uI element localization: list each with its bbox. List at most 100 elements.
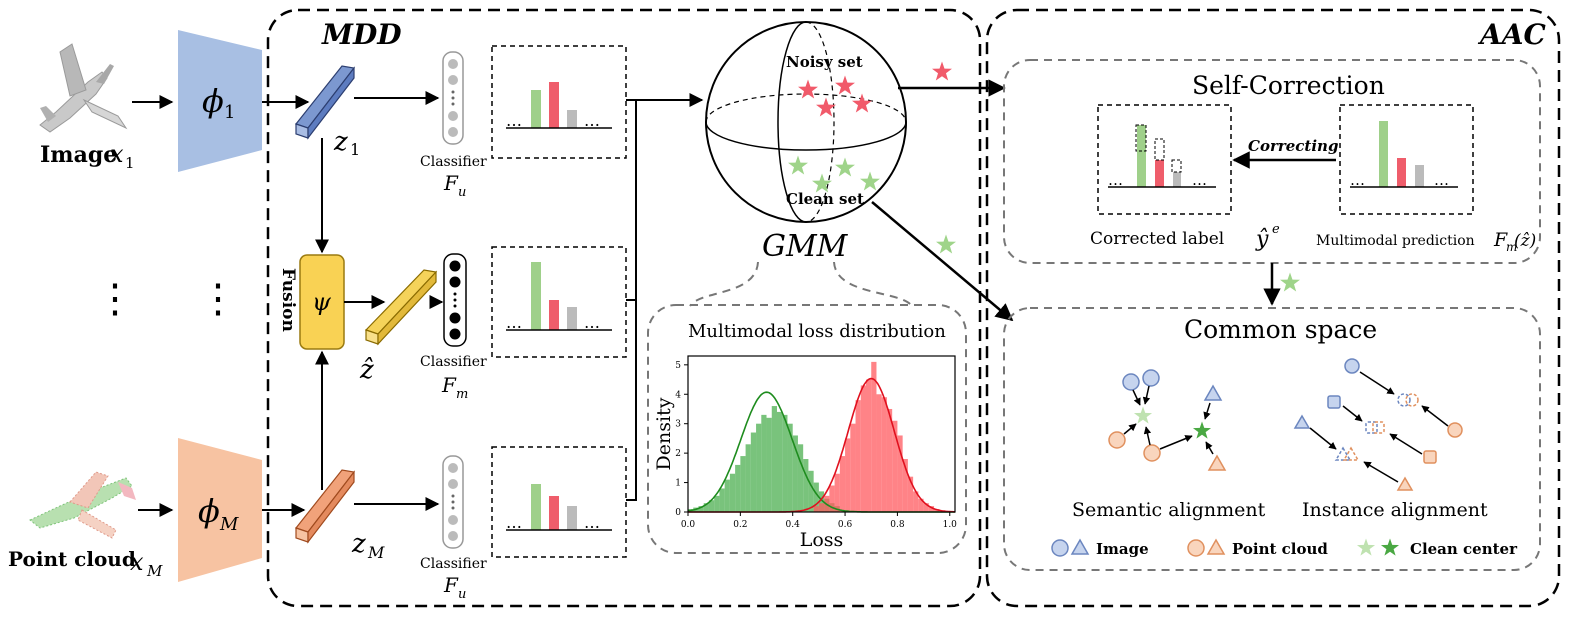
hist-bar <box>740 456 746 512</box>
zM-sub: M <box>367 543 385 562</box>
x-tick-label: 0.2 <box>733 520 747 530</box>
psi-symbol: ψ <box>312 288 332 316</box>
hist-bar <box>808 470 814 512</box>
clean-star-marker <box>1280 272 1300 292</box>
hist-bar <box>845 438 851 512</box>
loss-title: Multimodal loss distribution <box>688 321 946 342</box>
z1-sub: 1 <box>350 140 360 159</box>
bar-ellipsis-r: … <box>584 313 600 332</box>
image-label: Image <box>40 142 117 168</box>
bar-ellipsis-l: … <box>1108 171 1123 189</box>
multimodal-prediction-box: … … <box>1339 104 1474 215</box>
y-tick-label: 0 <box>675 508 681 518</box>
x-axis-label: Loss <box>800 529 844 551</box>
legend-clean-center-label: Clean center <box>1410 540 1518 558</box>
legend-pc-triangle <box>1206 538 1226 555</box>
common-space-panel <box>1003 307 1541 571</box>
x-tick-label: 0.4 <box>786 520 801 530</box>
hist-bar <box>855 400 861 512</box>
aac-title: AAC <box>1477 18 1546 51</box>
hist-bar <box>829 485 835 512</box>
dots-encoder: ⋮ <box>198 276 238 322</box>
Fu-top-symbol: F <box>443 171 459 195</box>
legend-pc-label: Point cloud <box>1232 540 1328 558</box>
point-cloud-label: Point cloud <box>8 547 136 571</box>
arrow-to-common-space <box>871 201 1014 322</box>
hist-bar <box>703 503 709 512</box>
hist-bar <box>866 379 872 512</box>
bar-ellipsis-l: … <box>506 313 522 332</box>
hist-bar <box>782 414 788 512</box>
classifier-label-top: Classifier <box>420 154 487 170</box>
zM-symbol: z <box>351 529 366 559</box>
callout-line-left <box>689 261 759 307</box>
classifier-Fu-top <box>442 51 464 145</box>
hist-bar <box>714 495 720 512</box>
corrected-label-box: … … <box>1097 104 1232 215</box>
pc-var-sub: M <box>146 562 163 580</box>
hist-bar <box>698 506 704 512</box>
hist-bar <box>834 473 840 512</box>
hist-bar <box>818 491 825 512</box>
hist-bar <box>918 498 924 512</box>
multimodal-prediction-text: Multimodal prediction <box>1316 233 1475 249</box>
prediction-box-mid: … … <box>491 246 627 358</box>
Fu-bottom-symbol: F <box>443 573 459 597</box>
legend-pc-circle <box>1187 539 1205 557</box>
hist-bar <box>813 482 819 512</box>
pc-var: x <box>130 548 144 576</box>
legend-dark-star <box>1380 538 1400 556</box>
pred-symbol-sub: m <box>1506 240 1517 254</box>
legend-image-circle <box>1051 539 1069 557</box>
loss-panel <box>647 304 967 554</box>
hist-bar <box>756 423 762 512</box>
classifier-label-bottom: Classifier <box>420 556 487 572</box>
x-tick-label: 1.0 <box>943 520 958 530</box>
feature-zhat-block <box>364 269 438 346</box>
classifier-label-mid: Classifier <box>420 354 487 370</box>
hist-bar <box>708 500 715 512</box>
callout-line-right <box>833 261 913 307</box>
y-tick-label: 4 <box>675 390 681 400</box>
noisy-star-marker <box>932 61 952 81</box>
x-tick-label: 0.6 <box>838 520 853 530</box>
mdd-box <box>266 8 982 608</box>
hist-bar <box>886 408 893 512</box>
hist-bar <box>792 435 798 512</box>
corrected-label-symbol: ŷ <box>1255 227 1269 252</box>
hist-bar <box>729 473 736 512</box>
aac-box <box>985 8 1561 608</box>
hist-bar <box>923 503 929 512</box>
hist-bar <box>797 444 804 512</box>
prediction-box-top: … … <box>491 45 627 159</box>
bar-ellipsis-r: … <box>1192 171 1207 189</box>
legend: Image Point cloud Clean center <box>1051 538 1518 558</box>
airplane-image-icon <box>39 43 128 133</box>
encoder-phiM <box>178 438 262 582</box>
hist-bar <box>928 506 935 512</box>
hist-bar <box>850 423 856 512</box>
semantic-alignment-label: Semantic alignment <box>1072 499 1266 521</box>
phiM-symbol: ϕ <box>198 492 220 530</box>
hist-bar <box>860 385 866 512</box>
pred-arg: (ẑ) <box>1514 231 1536 251</box>
z1-symbol: z <box>333 127 348 157</box>
self-correction-title: Self-Correction <box>1192 71 1385 100</box>
hist-bar <box>902 459 908 512</box>
fusion-label: Fusion <box>278 268 298 332</box>
hist-bar <box>745 444 751 512</box>
y-tick-label: 1 <box>675 479 681 489</box>
x-tick-label: 0.8 <box>890 520 905 530</box>
hist-bar <box>735 464 741 512</box>
pred-symbol: F <box>1493 229 1508 251</box>
x-tick-label: 0.0 <box>681 520 696 530</box>
image-var: x <box>110 140 124 168</box>
hist-bar <box>839 456 846 512</box>
bar-ellipsis-l: … <box>506 513 522 532</box>
hist-bar <box>913 491 919 512</box>
y-tick-label: 2 <box>675 449 681 459</box>
hist-bar <box>766 417 772 512</box>
phiM-sub: M <box>219 514 239 535</box>
common-space-title: Common space <box>1184 315 1377 344</box>
